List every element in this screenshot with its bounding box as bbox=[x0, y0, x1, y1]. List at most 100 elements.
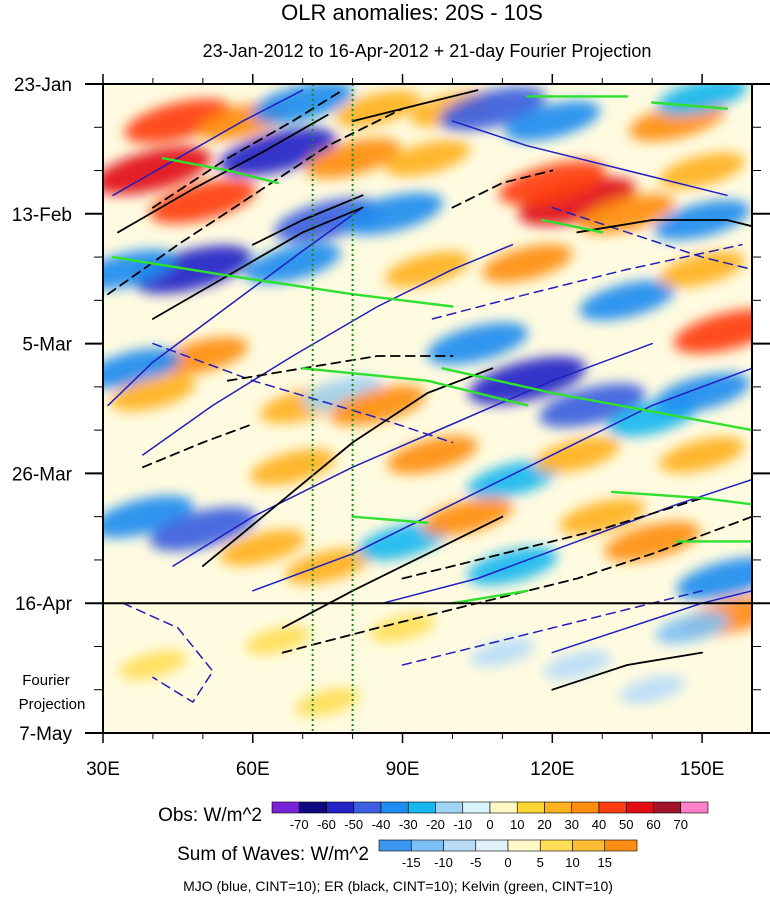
mjo-contour bbox=[142, 243, 514, 456]
waves-colorbar-swatch bbox=[572, 839, 606, 852]
kelvin-contour bbox=[351, 515, 429, 524]
waves-colorbar-tick-label: 5 bbox=[537, 855, 544, 870]
waves-colorbar-tick-label: -5 bbox=[470, 855, 482, 870]
waves-colorbar-tick-label: 0 bbox=[504, 855, 511, 870]
anomaly-blob bbox=[245, 626, 311, 655]
waves-colorbar-swatch bbox=[443, 839, 477, 852]
anomaly-blob bbox=[119, 650, 187, 680]
anomaly-blob bbox=[149, 506, 257, 552]
obs-colorbar-tick-label: -10 bbox=[453, 817, 472, 832]
chart-subtitle: 23-Jan-2012 to 16-Apr-2012 + 21-day Four… bbox=[203, 41, 652, 61]
anomaly-blob bbox=[252, 84, 354, 124]
kelvin-contour bbox=[301, 367, 529, 407]
y-tick-label: 23-Jan bbox=[14, 75, 72, 96]
er-contour bbox=[251, 194, 364, 246]
y-tick-label: 13-Feb bbox=[12, 205, 72, 226]
obs-colorbar-swatch bbox=[653, 801, 682, 814]
obs-colorbar-tick-label: 40 bbox=[592, 817, 606, 832]
waves-colorbar-swatch bbox=[475, 839, 509, 852]
er-contour-dashed bbox=[401, 497, 703, 580]
anomaly-blob bbox=[357, 522, 448, 561]
plot-frame bbox=[102, 83, 753, 734]
obs-colorbar-tick-label: -70 bbox=[290, 817, 309, 832]
axes: 30E 60E 90E 120E 150E 23-Jan 13-Feb 5-Mar 26-Mar… bbox=[12, 74, 770, 780]
waves-colorbar-swatch bbox=[378, 839, 412, 852]
er-contour bbox=[351, 89, 479, 122]
anomaly-blob bbox=[426, 322, 529, 365]
anomaly-blob bbox=[149, 179, 257, 224]
obs-colorbar-tick-label: 50 bbox=[619, 817, 633, 832]
obs-colorbar-tick-label: -30 bbox=[399, 817, 418, 832]
obs-colorbar-tick-label: -60 bbox=[317, 817, 336, 832]
obs-colorbar-swatch bbox=[489, 801, 518, 814]
mjo-contour bbox=[252, 367, 752, 592]
anomaly-blob bbox=[304, 138, 401, 179]
mjo-contour bbox=[112, 89, 304, 197]
waves-colorbar-swatch bbox=[604, 839, 638, 852]
anomaly-blob bbox=[285, 548, 371, 585]
wave-contours bbox=[107, 89, 752, 703]
mjo-contour-dashed bbox=[551, 206, 752, 271]
waves-colorbar-tick-label: -10 bbox=[434, 855, 453, 870]
anomaly-blob bbox=[387, 435, 478, 474]
anomaly-blob bbox=[659, 152, 745, 189]
er-contour-dashed bbox=[151, 89, 344, 209]
obs-colorbar-tick-label: 20 bbox=[537, 817, 551, 832]
x-tick-label: 150E bbox=[680, 759, 724, 780]
obs-colorbar-swatch bbox=[407, 801, 436, 814]
er-contour bbox=[201, 367, 494, 567]
anomaly-blob bbox=[467, 460, 558, 499]
anomaly-blob bbox=[220, 529, 306, 566]
anomaly-blob bbox=[244, 243, 341, 284]
anomaly-blob bbox=[274, 197, 381, 243]
waves-colorbar-swatch bbox=[410, 839, 444, 852]
y-tick-label: 7-May bbox=[19, 724, 72, 745]
anomaly-blob bbox=[673, 309, 752, 354]
kelvin-contour bbox=[541, 218, 604, 234]
obs-colorbar-tick-label: -50 bbox=[344, 817, 363, 832]
obs-colorbar-swatch bbox=[298, 801, 327, 814]
mjo-contour bbox=[107, 206, 364, 407]
anomaly-blob bbox=[110, 375, 196, 412]
anomaly-blob bbox=[654, 373, 751, 414]
obs-colorbar-swatch bbox=[271, 801, 300, 814]
x-tick-label: 60E bbox=[236, 759, 270, 780]
kelvin-contour bbox=[441, 367, 752, 432]
projection-label: Fourier Projection bbox=[19, 672, 86, 713]
obs-colorbar-label: Obs: W/m^2 bbox=[158, 805, 262, 826]
kelvin-contour bbox=[161, 156, 279, 185]
anomaly-blob bbox=[518, 177, 636, 226]
mjo-contour bbox=[551, 590, 752, 654]
anomaly-blob bbox=[468, 356, 587, 405]
obs-colorbar-swatch bbox=[353, 801, 382, 814]
anomaly-blob bbox=[295, 687, 361, 717]
obs-colorbar-tick-label: -40 bbox=[372, 817, 391, 832]
mjo-contour bbox=[451, 120, 728, 197]
anomaly-blob bbox=[341, 192, 444, 235]
anomaly-blob bbox=[619, 675, 685, 704]
anomaly-blob bbox=[604, 521, 701, 562]
anomaly-blob bbox=[422, 497, 513, 536]
obs-colorbar-tick-label: 0 bbox=[486, 817, 493, 832]
plot-area bbox=[103, 84, 752, 733]
obs-colorbar-tick-label: 60 bbox=[646, 817, 660, 832]
obs-colorbar-tick-label: -20 bbox=[426, 817, 445, 832]
mjo-contour bbox=[381, 478, 752, 604]
kelvin-contour bbox=[651, 101, 729, 110]
y-tick-label: 26-Mar bbox=[12, 464, 73, 485]
obs-colorbar-swatch bbox=[516, 801, 545, 814]
waves-colorbar-tick-label: 15 bbox=[598, 855, 612, 870]
x-tick-label: 120E bbox=[530, 759, 574, 780]
kelvin-contour bbox=[111, 255, 454, 308]
anomaly-blob bbox=[384, 251, 471, 288]
er-contour bbox=[551, 651, 703, 691]
waves-colorbar-label: Sum of Waves: W/m^2 bbox=[177, 844, 369, 865]
anomaly-blob bbox=[659, 251, 745, 288]
y-tick-label: 16-Apr bbox=[15, 594, 73, 615]
anomaly-blob bbox=[250, 449, 336, 486]
er-contour bbox=[151, 206, 364, 320]
waves-colorbar-swatch bbox=[539, 839, 573, 852]
mjo-contour-dashed bbox=[431, 243, 743, 320]
obs-colorbar: Obs: W/m^2 -70 -60 -50 -40 -30 -20 -10 0 10 20 30 4… bbox=[158, 801, 709, 832]
